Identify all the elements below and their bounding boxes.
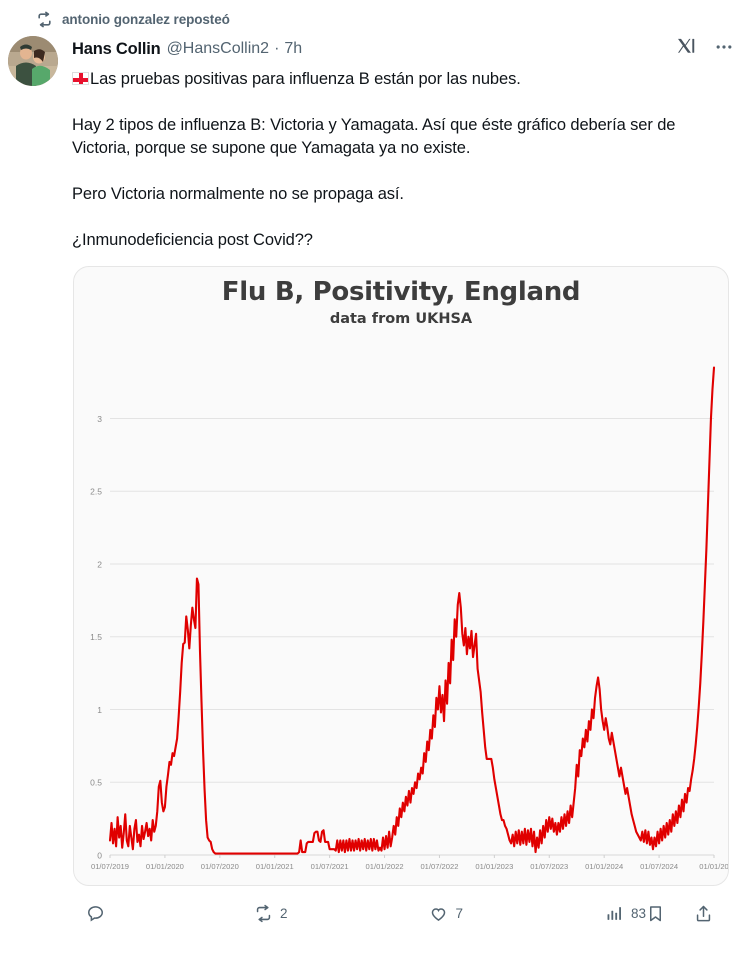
svg-text:01/07/2020: 01/07/2020	[201, 862, 239, 871]
tweet-paragraph-1-text: Las pruebas positivas para influenza B e…	[90, 70, 521, 88]
chart-subtitle: data from UKHSA	[329, 311, 473, 327]
paragraph-gap	[72, 160, 734, 183]
like-button[interactable]: 7	[429, 904, 463, 923]
author-right-controls	[676, 36, 734, 63]
tweet-body: Hans Collin @HansCollin2 · 7h	[0, 34, 746, 936]
content-column: Hans Collin @HansCollin2 · 7h	[64, 34, 734, 936]
repost-header: antonio gonzalez reposteó	[0, 0, 746, 34]
svg-text:2.5: 2.5	[90, 487, 102, 497]
svg-text:01/07/2019: 01/07/2019	[91, 862, 129, 871]
svg-text:3: 3	[97, 414, 102, 424]
paragraph-gap	[72, 91, 734, 114]
svg-text:01/07/2021: 01/07/2021	[311, 862, 349, 871]
repost-button[interactable]: 2	[254, 904, 288, 923]
repost-icon	[36, 11, 53, 28]
england-flag-emoji	[72, 72, 89, 85]
svg-text:1: 1	[97, 705, 102, 715]
x-premium-badge-icon[interactable]	[676, 36, 698, 63]
tweet-paragraph-1: Las pruebas positivas para influenza B e…	[72, 68, 734, 91]
flu-b-positivity-line-chart: 0 0.5 1 1.5 2 2.5 3 01/07/2019 01/01/2020 01/07/2…	[90, 366, 728, 871]
like-count: 7	[455, 905, 463, 921]
svg-text:01/01/2021: 01/01/2021	[256, 862, 294, 871]
reply-button[interactable]	[86, 904, 112, 923]
tweet-action-bar: 2 7 83	[72, 890, 734, 936]
avatar[interactable]	[8, 36, 58, 86]
tweet-text: Las pruebas positivas para influenza B e…	[72, 68, 734, 252]
svg-text:01/01/2020: 01/01/2020	[146, 862, 184, 871]
svg-text:01/01/20: 01/01/20	[699, 862, 728, 871]
secondary-actions	[646, 904, 720, 923]
svg-text:01/07/2024: 01/07/2024	[640, 862, 678, 871]
svg-text:0: 0	[97, 851, 102, 861]
bookmark-button[interactable]	[646, 904, 672, 923]
svg-text:01/01/2023: 01/01/2023	[475, 862, 513, 871]
svg-text:01/01/2024: 01/01/2024	[585, 862, 623, 871]
svg-text:01/01/2022: 01/01/2022	[366, 862, 404, 871]
views-count: 83	[630, 905, 647, 921]
svg-text:2: 2	[97, 559, 102, 569]
chart-title: Flu B, Positivity, England	[221, 277, 581, 307]
svg-text:1.5: 1.5	[90, 632, 102, 642]
share-button[interactable]	[694, 904, 720, 923]
avatar-column	[8, 34, 64, 936]
chart-media-card[interactable]: Flu B, Positivity, England data from UKH…	[73, 266, 729, 886]
paragraph-gap	[72, 206, 734, 229]
author-name[interactable]: Hans Collin	[72, 39, 161, 58]
repost-count: 2	[279, 905, 288, 921]
svg-text:01/07/2022: 01/07/2022	[420, 862, 458, 871]
svg-text:01/07/2023: 01/07/2023	[530, 862, 568, 871]
repost-label: antonio gonzalez reposteó	[62, 11, 230, 27]
author-line: Hans Collin @HansCollin2 · 7h	[72, 34, 734, 64]
tweet-paragraph-3: Pero Victoria normalmente no se propaga …	[72, 185, 404, 203]
author-handle[interactable]: @HansCollin2	[166, 40, 270, 57]
tweet-paragraph-2: Hay 2 tipos de influenza B: Victoria y Y…	[72, 116, 676, 157]
separator-dot: ·	[274, 40, 280, 57]
chart-plot-area: 0 0.5 1 1.5 2 2.5 3 01/07/2019 01/01/2020 01/07/2…	[74, 339, 728, 885]
views-button[interactable]: 83	[605, 904, 646, 923]
svg-text:0.5: 0.5	[90, 778, 102, 788]
more-options-icon[interactable]	[714, 37, 734, 62]
tweet-paragraph-4: ¿Inmunodeficiencia post Covid??	[72, 231, 313, 249]
timestamp[interactable]: 7h	[284, 40, 303, 57]
